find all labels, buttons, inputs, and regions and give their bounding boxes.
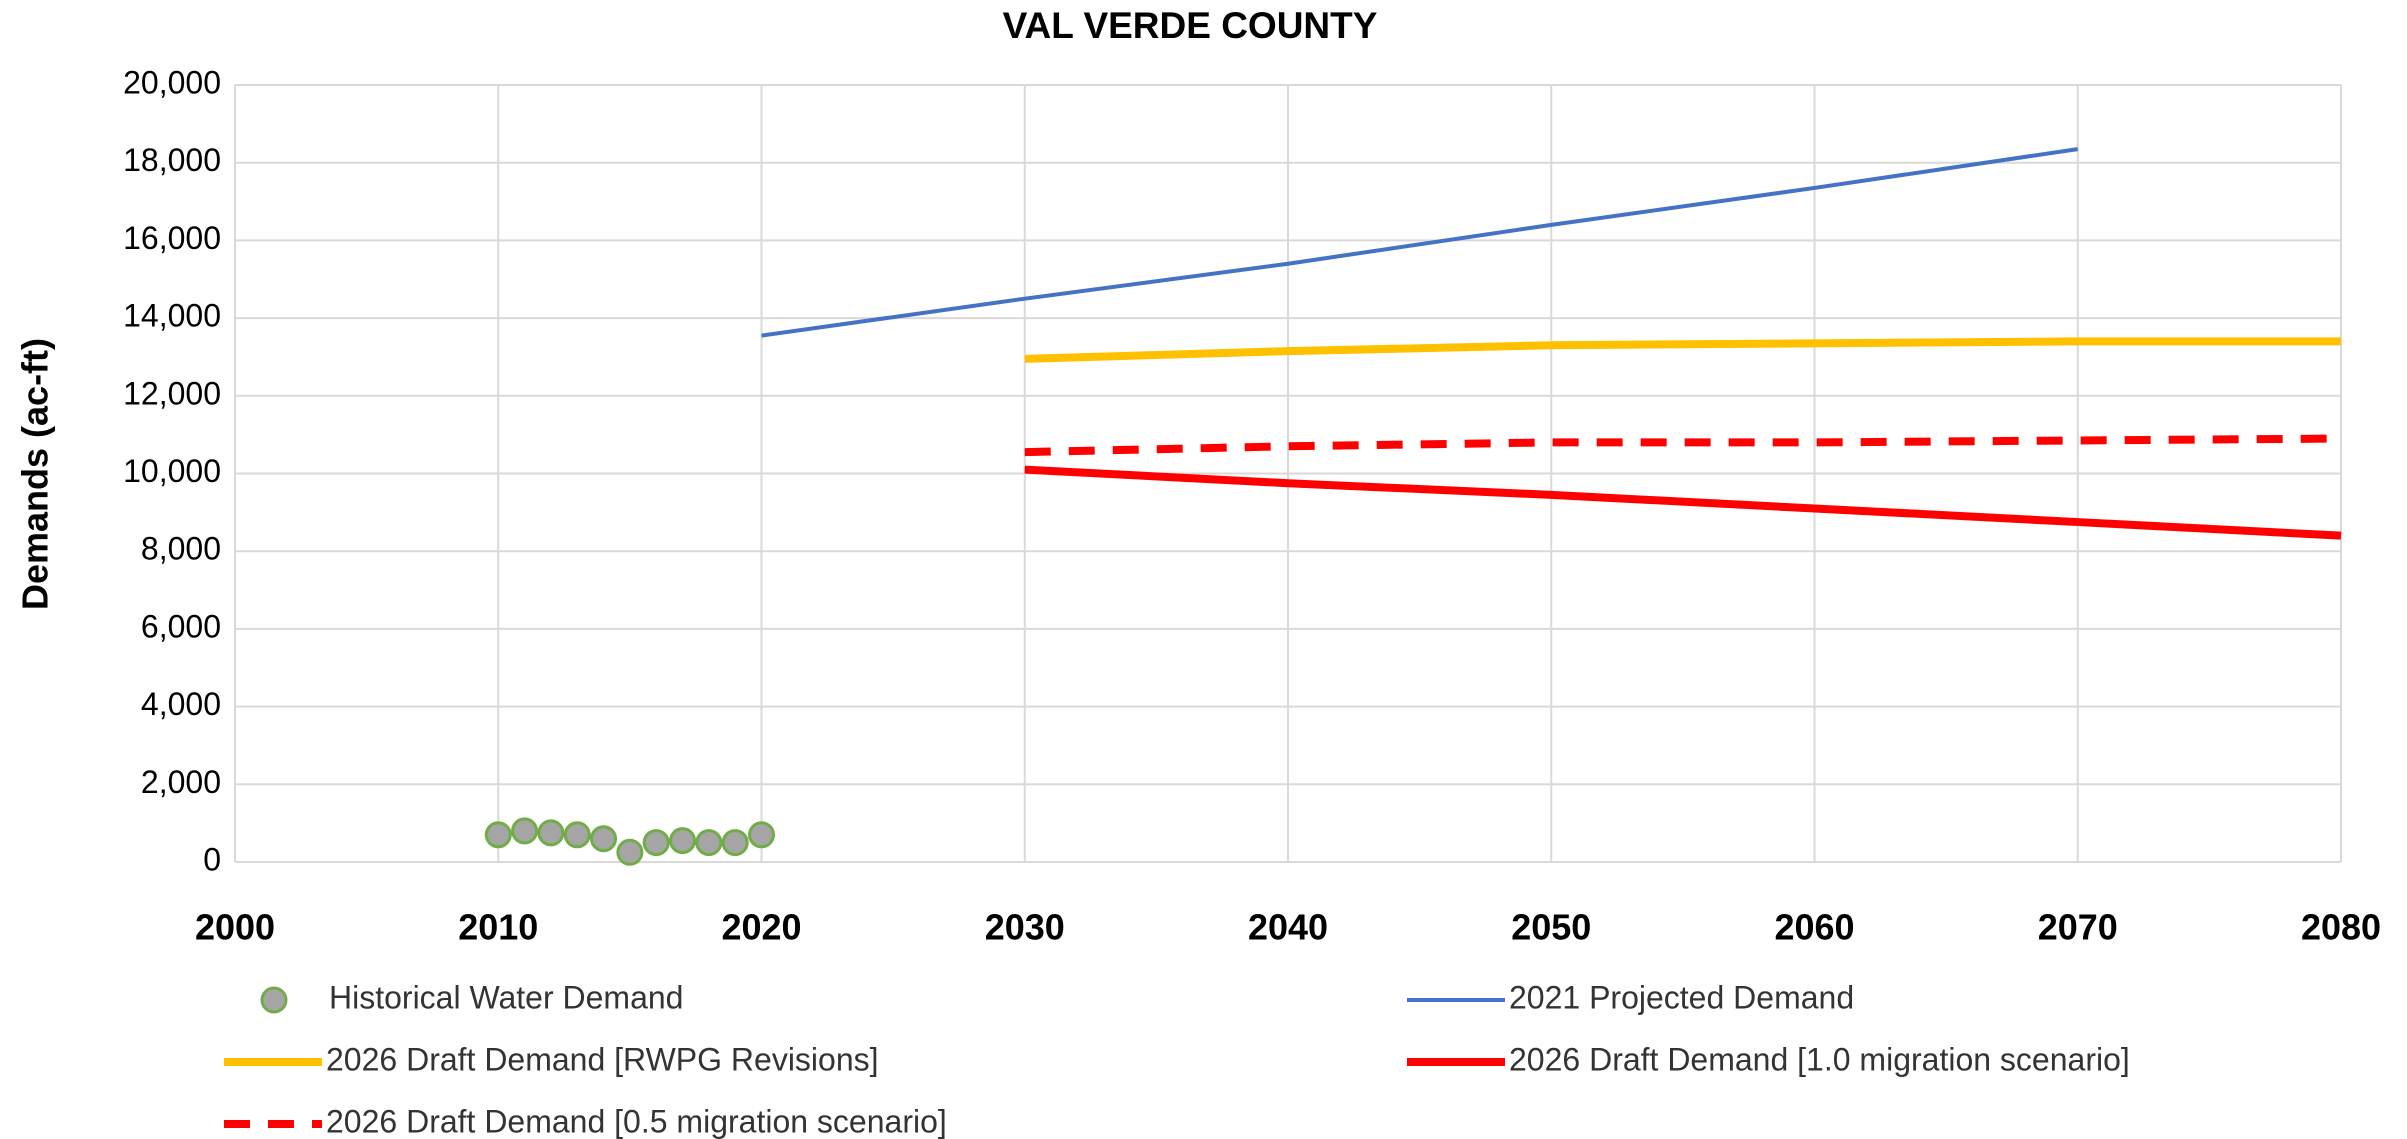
series-line xyxy=(1024,337,2341,363)
data-point xyxy=(511,817,539,845)
x-tick-label: 2050 xyxy=(1511,907,1591,948)
legend-marker xyxy=(260,986,288,1014)
x-tick-label: 2000 xyxy=(195,907,275,948)
y-tick-label: 10,000 xyxy=(123,453,221,489)
data-point xyxy=(590,825,618,853)
y-tick-label: 14,000 xyxy=(123,298,221,334)
x-tick-label: 2080 xyxy=(2301,907,2381,948)
y-tick-label: 12,000 xyxy=(123,375,221,411)
x-tick-label: 2020 xyxy=(721,907,801,948)
legend-label: 2026 Draft Demand [0.5 migration scenari… xyxy=(326,1103,947,1139)
x-tick-label: 2010 xyxy=(458,907,538,948)
legend-label: Historical Water Demand xyxy=(329,979,683,1015)
x-tick-label: 2070 xyxy=(2038,907,2118,948)
data-point xyxy=(721,829,749,857)
series-line xyxy=(1024,465,2342,540)
data-point xyxy=(616,838,644,866)
y-tick-label: 6,000 xyxy=(141,608,221,644)
y-tick-label: 18,000 xyxy=(123,142,221,178)
y-tick-label: 16,000 xyxy=(123,220,221,256)
data-point xyxy=(563,821,591,849)
data-point xyxy=(484,821,512,849)
x-tick-label: 2060 xyxy=(1774,907,1854,948)
y-tick-label: 8,000 xyxy=(141,531,221,567)
data-point xyxy=(695,829,723,857)
x-tick-label: 2030 xyxy=(985,907,1065,948)
y-tick-label: 2,000 xyxy=(141,764,221,800)
y-tick-label: 4,000 xyxy=(141,686,221,722)
x-tick-label: 2040 xyxy=(1248,907,1328,948)
chart-title: VAL VERDE COUNTY xyxy=(1003,5,1378,46)
series-line xyxy=(761,147,2079,338)
series-line xyxy=(1024,434,2342,457)
y-axis-label: Demands (ac-ft) xyxy=(15,338,56,610)
legend-label: 2021 Projected Demand xyxy=(1509,979,1854,1015)
data-point xyxy=(669,827,697,855)
data-point xyxy=(537,819,565,847)
legend-label: 2026 Draft Demand [RWPG Revisions] xyxy=(326,1041,879,1077)
y-tick-label: 20,000 xyxy=(123,64,221,100)
y-tick-label: 0 xyxy=(203,841,221,877)
legend-label: 2026 Draft Demand [1.0 migration scenari… xyxy=(1509,1041,2130,1077)
data-point xyxy=(642,829,670,857)
data-point xyxy=(748,821,775,849)
